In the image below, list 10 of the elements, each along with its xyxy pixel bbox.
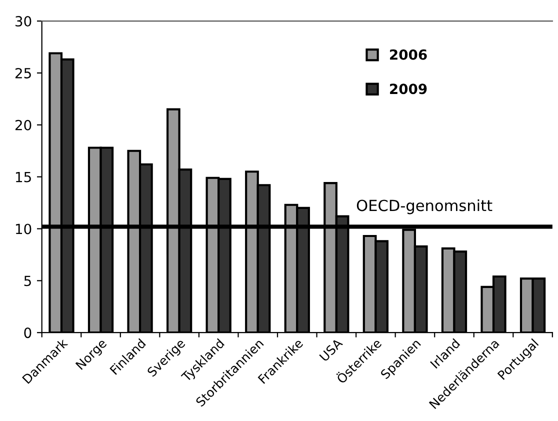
y-tick-label: 25 <box>15 68 31 78</box>
y-tick-label: 15 <box>16 172 31 182</box>
ref-line-label: OECD-genomsnitt <box>356 199 492 214</box>
legend-label: 2009 <box>390 84 427 94</box>
legend-label: 2006 <box>390 49 427 60</box>
y-tick-label: 0 <box>24 328 32 338</box>
y-tick-label: 5 <box>24 276 31 286</box>
y-tick-label: 20 <box>15 120 32 130</box>
y-tick-label: 30 <box>16 16 32 27</box>
y-tick-label: 10 <box>16 224 32 234</box>
